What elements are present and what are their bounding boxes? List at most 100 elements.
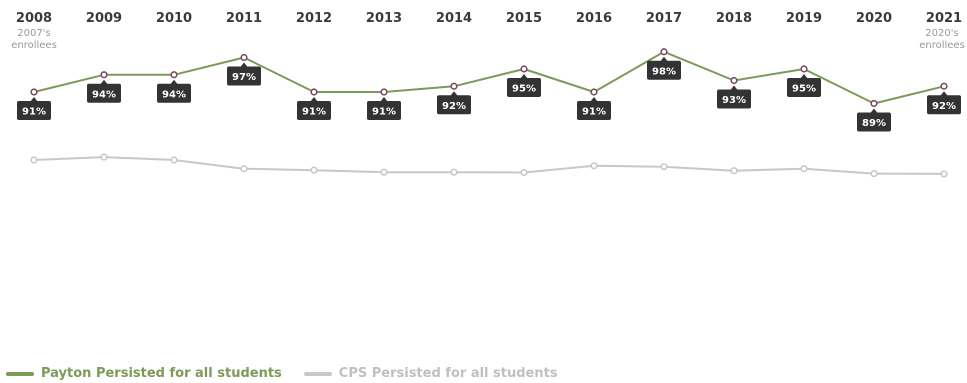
series-line-1 [33,156,945,175]
data-label-2012: 91% [297,97,331,120]
data-label-text: 92% [932,101,956,112]
data-label-box [787,78,821,97]
data-label-2008: 91% [17,97,51,120]
data-label-2021: 92% [927,91,961,115]
year-label-2020: 2020 [856,11,892,26]
year-label-2017: 2017 [646,11,682,26]
data-labels: 91% 94% 94% 97% 91% 91% 92% 95% 91% 98% 93% 95% 89% 9… [17,56,961,132]
legend-swatch-cps [303,371,332,376]
year-label-2009: 2009 [86,11,122,26]
legend-label-payton: Payton Persisted for all students [41,366,282,381]
series-1-point-2019 [800,165,808,173]
series-0-point-2008 [30,88,38,96]
data-label-2019: 95% [787,74,821,97]
data-label-pointer [940,91,948,97]
data-label-pointer [590,97,598,102]
data-label-text: 92% [442,101,466,112]
data-label-2020: 89% [857,108,891,132]
series-1-point-2012 [310,166,318,174]
data-label-pointer [450,91,458,97]
data-label-pointer [800,74,808,79]
data-label-2017: 98% [647,56,681,80]
first-year-note: 2007's [17,28,50,39]
data-label-pointer [520,74,528,79]
series-0-point-2015 [520,65,528,73]
data-label-box [17,101,51,120]
data-label-2014: 92% [437,91,471,115]
series-0-point-2009 [100,71,108,79]
data-label-pointer [730,85,738,91]
data-label-text: 97% [232,72,256,83]
series-0-point-2012 [310,88,318,96]
last-year-note: 2020's [925,28,958,39]
legend-item-payton[interactable]: Payton Persisted for all students [6,366,282,381]
series-0-point-2013 [380,88,388,96]
data-label-box [717,89,751,109]
data-label-box [367,101,401,120]
series-1-point-2020 [870,170,878,178]
year-label-2019: 2019 [786,11,822,26]
series-1-point-2010 [170,156,178,164]
data-label-text: 91% [372,107,396,118]
data-label-pointer [100,79,108,85]
year-label-2021: 2021 [926,11,962,26]
series-markers [30,48,948,178]
year-label-2016: 2016 [576,11,612,26]
year-label-2008: 2008 [16,11,52,26]
series-0-point-2010 [170,71,178,79]
data-label-text: 91% [22,107,46,118]
data-label-box [507,78,541,97]
series-1-point-2013 [380,168,388,176]
data-label-2010: 94% [157,79,191,103]
series-0-point-2014 [450,82,458,90]
data-label-box [87,83,121,103]
data-label-text: 94% [162,89,186,100]
series-1-point-2021 [940,170,948,178]
data-label-2011: 97% [227,62,261,86]
legend: Payton Persisted for all students CPS Pe… [6,366,580,381]
data-label-text: 91% [302,107,326,118]
data-label-text: 94% [92,89,116,100]
data-label-2016: 91% [577,97,611,120]
first-year-note: enrollees [11,40,57,51]
series-0-point-2018 [730,76,738,85]
data-label-text: 98% [652,66,676,77]
year-label-2015: 2015 [506,11,542,26]
series-1-point-2011 [240,165,248,173]
series-1-point-2016 [590,162,598,170]
data-label-text: 95% [792,84,816,95]
data-label-box [927,95,961,115]
series-0-point-2020 [870,99,878,108]
data-label-pointer [240,62,248,68]
series-1-point-2017 [660,163,668,171]
series-0-point-2016 [590,88,598,96]
last-year-note: enrollees [919,40,965,51]
data-label-box [647,60,681,80]
x-axis-year-labels: 2008 2009 2010 2011 2012 2013 2014 2015 2016 2017… [16,11,962,26]
data-label-pointer [380,97,388,102]
data-label-box [297,101,331,120]
persistence-line-chart: 2008 2009 2010 2011 2012 2013 2014 2015 2016 2017… [11,11,965,178]
series-0-point-2011 [240,53,248,62]
year-label-2013: 2013 [366,11,402,26]
data-label-2015: 95% [507,74,541,97]
series-0-point-2017 [660,48,668,56]
data-label-2013: 91% [367,97,401,120]
data-label-text: 89% [862,118,886,129]
series-1-point-2018 [730,167,738,175]
data-label-pointer [170,79,178,85]
series-line-0 [33,50,945,105]
data-label-box [157,83,191,103]
data-label-text: 95% [512,84,536,95]
data-label-text: 91% [582,107,606,118]
legend-label-cps: CPS Persisted for all students [338,366,558,381]
year-label-2010: 2010 [156,11,192,26]
data-label-2009: 94% [87,79,121,103]
legend-item-cps[interactable]: CPS Persisted for all students [303,366,558,381]
legend-swatch-payton [6,371,34,376]
year-label-2014: 2014 [436,11,472,26]
series-1-point-2014 [450,168,458,176]
year-label-2012: 2012 [296,11,332,26]
data-label-pointer [870,108,878,114]
